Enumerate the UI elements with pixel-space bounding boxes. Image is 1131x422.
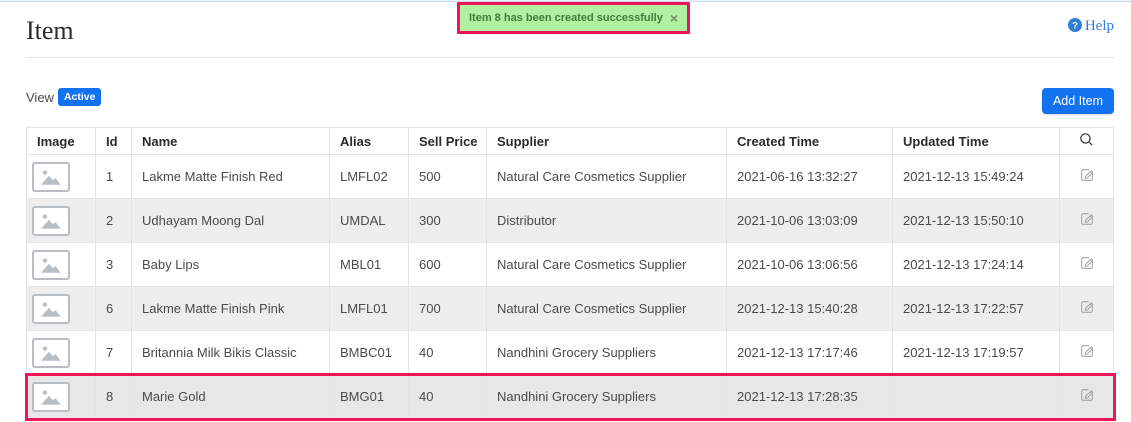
svg-text:?: ?: [1072, 21, 1078, 32]
